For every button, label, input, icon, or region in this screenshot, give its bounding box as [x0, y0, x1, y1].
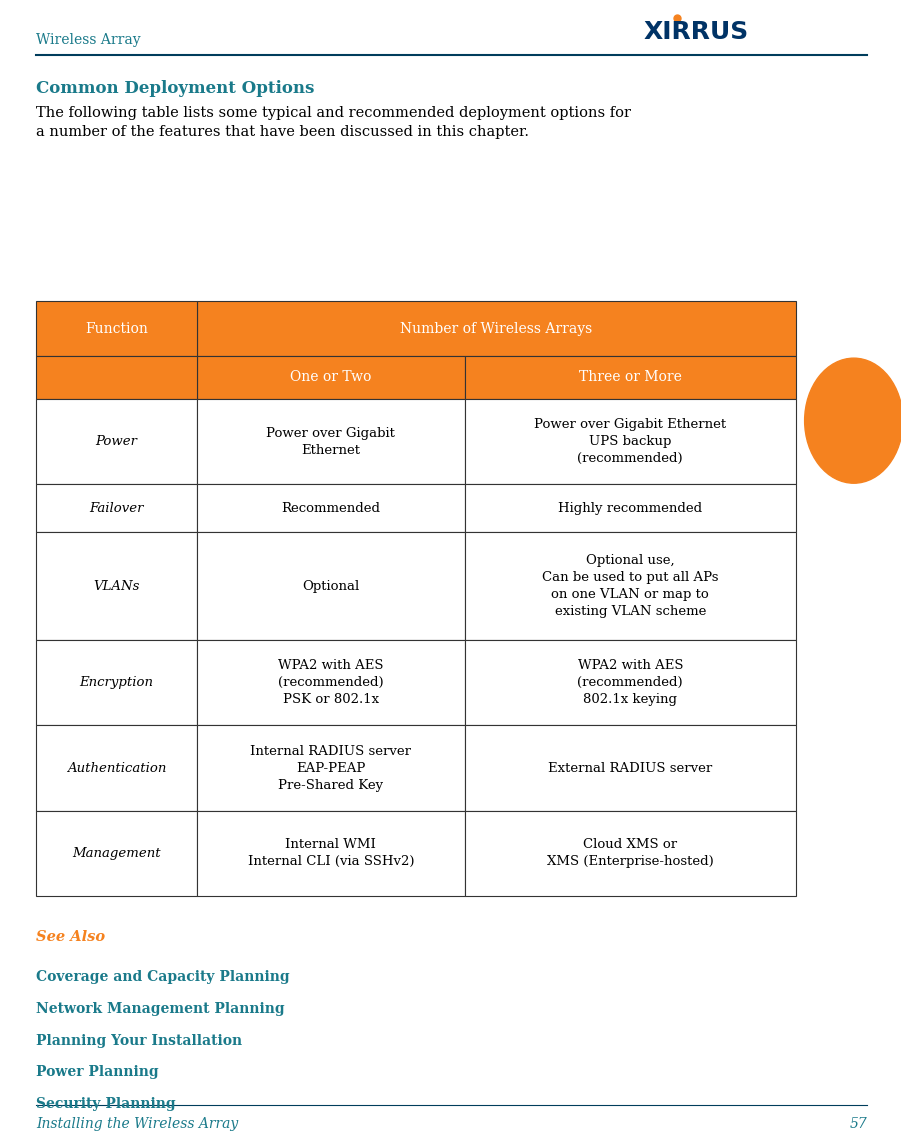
- Text: Three or More: Three or More: [578, 371, 682, 384]
- Text: Authentication: Authentication: [67, 762, 166, 774]
- Text: WPA2 with AES
(recommended)
PSK or 802.1x: WPA2 with AES (recommended) PSK or 802.1…: [278, 659, 384, 706]
- Text: Power Planning: Power Planning: [36, 1065, 159, 1079]
- FancyBboxPatch shape: [36, 301, 196, 356]
- FancyBboxPatch shape: [196, 484, 465, 532]
- Text: WPA2 with AES
(recommended)
802.1x keying: WPA2 with AES (recommended) 802.1x keyin…: [578, 659, 683, 706]
- Text: Security Planning: Security Planning: [36, 1097, 176, 1111]
- Text: Management: Management: [72, 847, 160, 860]
- Text: Highly recommended: Highly recommended: [559, 501, 703, 515]
- Text: Planning Your Installation: Planning Your Installation: [36, 1034, 241, 1047]
- Text: Wireless Array: Wireless Array: [36, 33, 141, 47]
- FancyBboxPatch shape: [196, 399, 465, 484]
- FancyBboxPatch shape: [36, 532, 196, 640]
- Text: Failover: Failover: [89, 501, 143, 515]
- FancyBboxPatch shape: [196, 640, 465, 725]
- FancyBboxPatch shape: [36, 399, 196, 484]
- FancyBboxPatch shape: [36, 725, 196, 811]
- FancyBboxPatch shape: [196, 532, 465, 640]
- FancyBboxPatch shape: [465, 640, 796, 725]
- Text: Network Management Planning: Network Management Planning: [36, 1002, 285, 1015]
- FancyBboxPatch shape: [465, 811, 796, 896]
- FancyBboxPatch shape: [465, 399, 796, 484]
- FancyBboxPatch shape: [196, 725, 465, 811]
- Text: Number of Wireless Arrays: Number of Wireless Arrays: [400, 322, 592, 335]
- Text: Optional use,
Can be used to put all APs
on one VLAN or map to
existing VLAN sch: Optional use, Can be used to put all APs…: [542, 554, 718, 619]
- Text: Encryption: Encryption: [79, 677, 153, 689]
- Text: One or Two: One or Two: [290, 371, 371, 384]
- FancyBboxPatch shape: [36, 484, 196, 532]
- Text: 57: 57: [850, 1117, 867, 1130]
- Text: Recommended: Recommended: [281, 501, 380, 515]
- FancyBboxPatch shape: [36, 640, 196, 725]
- Text: Power over Gigabit Ethernet
UPS backup
(recommended): Power over Gigabit Ethernet UPS backup (…: [534, 418, 726, 465]
- FancyBboxPatch shape: [465, 356, 796, 399]
- Text: External RADIUS server: External RADIUS server: [548, 762, 713, 774]
- Text: Internal RADIUS server
EAP-PEAP
Pre-Shared Key: Internal RADIUS server EAP-PEAP Pre-Shar…: [250, 745, 411, 791]
- FancyBboxPatch shape: [196, 811, 465, 896]
- Text: Installing the Wireless Array: Installing the Wireless Array: [36, 1117, 238, 1130]
- FancyBboxPatch shape: [465, 725, 796, 811]
- FancyBboxPatch shape: [465, 484, 796, 532]
- Text: Function: Function: [85, 322, 148, 335]
- FancyBboxPatch shape: [36, 356, 196, 399]
- Text: See Also: See Also: [36, 930, 105, 944]
- Text: Internal WMI
Internal CLI (via SSHv2): Internal WMI Internal CLI (via SSHv2): [248, 838, 414, 869]
- Text: Power over Gigabit
Ethernet: Power over Gigabit Ethernet: [267, 426, 396, 457]
- Text: Power: Power: [96, 435, 137, 448]
- Text: Common Deployment Options: Common Deployment Options: [36, 80, 314, 97]
- Text: Optional: Optional: [302, 580, 359, 592]
- Text: The following table lists some typical and recommended deployment options for
a : The following table lists some typical a…: [36, 106, 631, 139]
- Circle shape: [805, 358, 901, 483]
- FancyBboxPatch shape: [196, 301, 796, 356]
- Text: Coverage and Capacity Planning: Coverage and Capacity Planning: [36, 970, 289, 984]
- Text: Cloud XMS or
XMS (Enterprise-hosted): Cloud XMS or XMS (Enterprise-hosted): [547, 838, 714, 869]
- Text: VLANs: VLANs: [93, 580, 140, 592]
- FancyBboxPatch shape: [36, 811, 196, 896]
- FancyBboxPatch shape: [196, 356, 465, 399]
- Text: XIRRUS: XIRRUS: [643, 19, 749, 44]
- FancyBboxPatch shape: [465, 532, 796, 640]
